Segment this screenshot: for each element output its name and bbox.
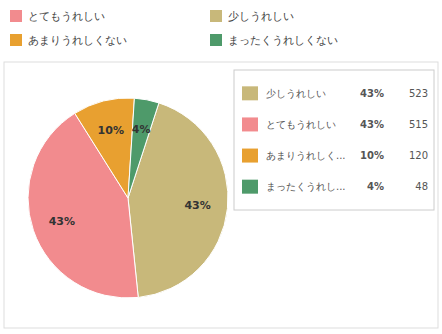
header-legend-item: あまりうれしくない (10, 34, 127, 47)
legend-count: 515 (409, 119, 428, 130)
header-legend-item: とてもうれしい (10, 10, 105, 23)
pie-slice (128, 98, 159, 198)
legend-item: あまりうれしく... 10% 120 (242, 149, 428, 163)
legend-swatch (242, 117, 258, 131)
pie-slice (75, 98, 135, 198)
pie (28, 98, 228, 298)
header-legend-label: 少しうれしい (228, 10, 294, 23)
header-legend-label: あまりうれしくない (28, 34, 127, 47)
legend-label: とてもうれしい (266, 119, 336, 130)
legend-label: あまりうれしく... (266, 150, 346, 161)
legend-percentage: 10% (360, 150, 384, 161)
slice-labels: 43% 43% 10% 4% (49, 123, 211, 228)
legend-item: とてもうれしい 43% 515 (242, 117, 428, 131)
legend-percentage: 43% (360, 119, 384, 130)
legend-frame (234, 70, 434, 210)
header-legend-swatch (10, 10, 22, 22)
header-legend-item: 少しうれしい (210, 10, 294, 23)
legend-swatch (242, 149, 258, 163)
header-legend: とてもうれしい 少しうれしいあまりうれしくない まったくうれしくない (10, 10, 338, 47)
legend-label: 少しうれしい (266, 88, 326, 99)
header-legend-swatch (210, 34, 222, 46)
legend-label: まったくうれし... (266, 181, 346, 192)
legend-item: まったくうれし... 4% 48 (242, 180, 428, 194)
legend-swatch (242, 180, 258, 194)
legend-count: 120 (409, 150, 428, 161)
chart-frame (4, 62, 438, 328)
header-legend-label: とてもうれしい (28, 10, 105, 23)
legend-swatch (242, 86, 258, 100)
pie-slice (128, 103, 228, 298)
legend-item: 少しうれしい 43% 523 (242, 86, 428, 100)
chart: とてもうれしい少しうれしいあまりうれしくないまったくうれしくない43%43%10… (0, 0, 442, 334)
legend-count: 48 (415, 181, 428, 192)
header-legend-swatch (10, 34, 22, 46)
slice-label: 10% (98, 124, 124, 137)
header-legend-swatch (210, 10, 222, 22)
slice-label: 4% (132, 123, 151, 136)
header-legend-item: まったくうれしくない (210, 34, 338, 47)
slice-label: 43% (49, 215, 75, 228)
legend-percentage: 4% (367, 181, 384, 192)
legend-percentage: 43% (360, 88, 384, 99)
legend-count: 523 (409, 88, 428, 99)
legend: 少しうれしい 43% 523 とてもうれしい 43% 515 あまりうれしく... 10% 12… (234, 70, 434, 210)
header-legend-label: まったくうれしくない (228, 34, 338, 47)
slice-label: 43% (184, 199, 210, 212)
